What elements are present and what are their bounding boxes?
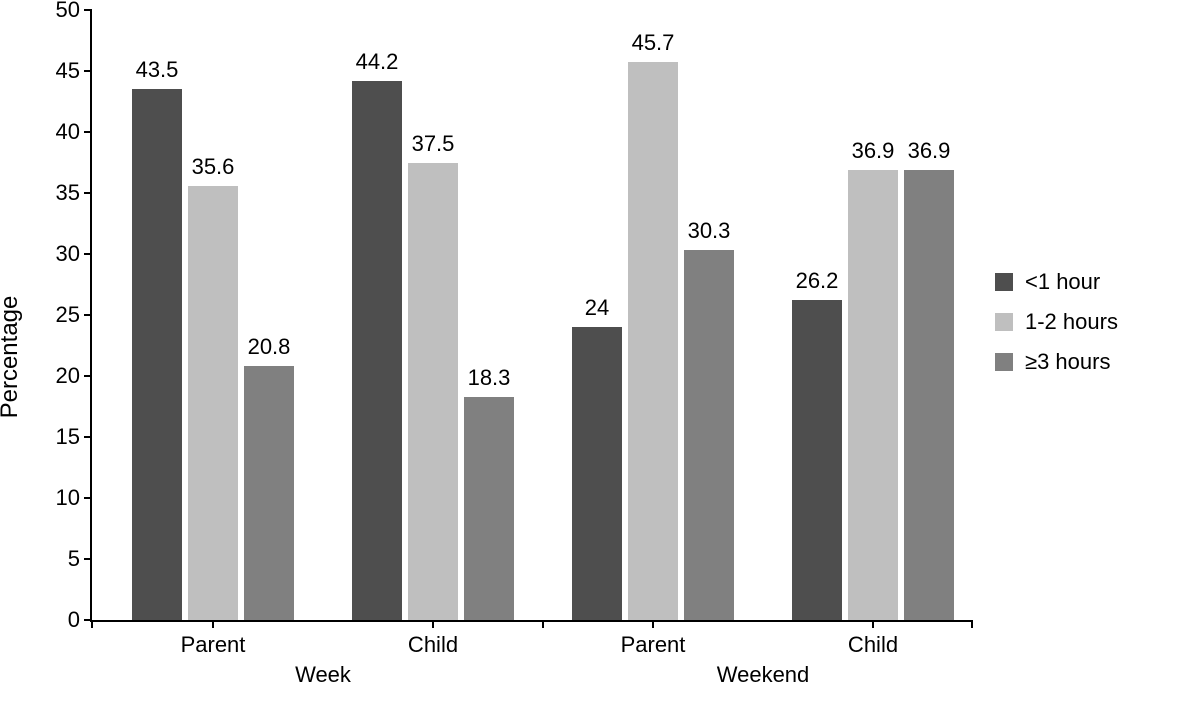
legend-label: 1-2 hours	[1025, 309, 1118, 335]
bar: 26.2	[792, 300, 842, 620]
bar: 30.3	[684, 250, 734, 620]
y-tick	[84, 436, 92, 438]
bar-value-label: 30.3	[688, 218, 731, 244]
y-tick	[84, 192, 92, 194]
bar: 18.3	[464, 397, 514, 620]
legend: <1 hour 1-2 hours ≥3 hours	[995, 255, 1118, 389]
bar: 24	[572, 327, 622, 620]
y-tick	[84, 253, 92, 255]
y-tick	[84, 558, 92, 560]
y-tick-label: 50	[40, 0, 80, 23]
bar: 36.9	[848, 170, 898, 620]
y-tick-label: 25	[40, 302, 80, 328]
x-tick	[652, 620, 654, 628]
y-axis-title: Percentage	[0, 295, 24, 418]
legend-item: <1 hour	[995, 269, 1118, 295]
legend-label: <1 hour	[1025, 269, 1100, 295]
bar-value-label: 20.8	[248, 334, 291, 360]
y-tick	[84, 131, 92, 133]
legend-swatch	[995, 313, 1013, 331]
x-subgroup-label: Parent	[621, 632, 686, 658]
legend-item: 1-2 hours	[995, 309, 1118, 335]
bar-value-label: 37.5	[412, 131, 455, 157]
y-tick-label: 40	[40, 119, 80, 145]
x-subgroup-label: Child	[848, 632, 898, 658]
y-tick-label: 0	[40, 607, 80, 633]
y-tick-label: 15	[40, 424, 80, 450]
bar-value-label: 36.9	[852, 138, 895, 164]
bar-value-label: 35.6	[192, 154, 235, 180]
x-tick	[542, 620, 544, 628]
bar: 36.9	[904, 170, 954, 620]
y-tick	[84, 497, 92, 499]
legend-label: ≥3 hours	[1025, 349, 1110, 375]
x-tick	[91, 620, 93, 628]
x-group-label: Weekend	[717, 662, 810, 688]
bar-value-label: 36.9	[908, 138, 951, 164]
x-tick	[212, 620, 214, 628]
y-tick	[84, 314, 92, 316]
x-group-label: Week	[295, 662, 351, 688]
y-tick-label: 20	[40, 363, 80, 389]
y-tick-label: 35	[40, 180, 80, 206]
bar-value-label: 24	[585, 295, 609, 321]
y-tick-label: 5	[40, 546, 80, 572]
bar: 44.2	[352, 81, 402, 620]
x-subgroup-label: Parent	[181, 632, 246, 658]
legend-swatch	[995, 273, 1013, 291]
x-subgroup-label: Child	[408, 632, 458, 658]
plot-area: 0510152025303540455043.535.620.8Parent44…	[90, 10, 972, 622]
bar-value-label: 45.7	[632, 30, 675, 56]
legend-swatch	[995, 353, 1013, 371]
y-tick-label: 30	[40, 241, 80, 267]
bar-value-label: 26.2	[796, 268, 839, 294]
bar: 37.5	[408, 163, 458, 621]
bar-value-label: 43.5	[136, 57, 179, 83]
y-tick	[84, 9, 92, 11]
chart-container: Percentage 0510152025303540455043.535.62…	[0, 0, 1181, 713]
bar: 45.7	[628, 62, 678, 620]
x-tick	[432, 620, 434, 628]
bar: 43.5	[132, 89, 182, 620]
bar: 20.8	[244, 366, 294, 620]
x-tick	[971, 620, 973, 628]
bar-value-label: 44.2	[356, 49, 399, 75]
y-tick	[84, 375, 92, 377]
bar-value-label: 18.3	[468, 365, 511, 391]
y-tick	[84, 70, 92, 72]
y-tick-label: 10	[40, 485, 80, 511]
x-tick	[872, 620, 874, 628]
y-tick-label: 45	[40, 58, 80, 84]
legend-item: ≥3 hours	[995, 349, 1118, 375]
bar: 35.6	[188, 186, 238, 620]
